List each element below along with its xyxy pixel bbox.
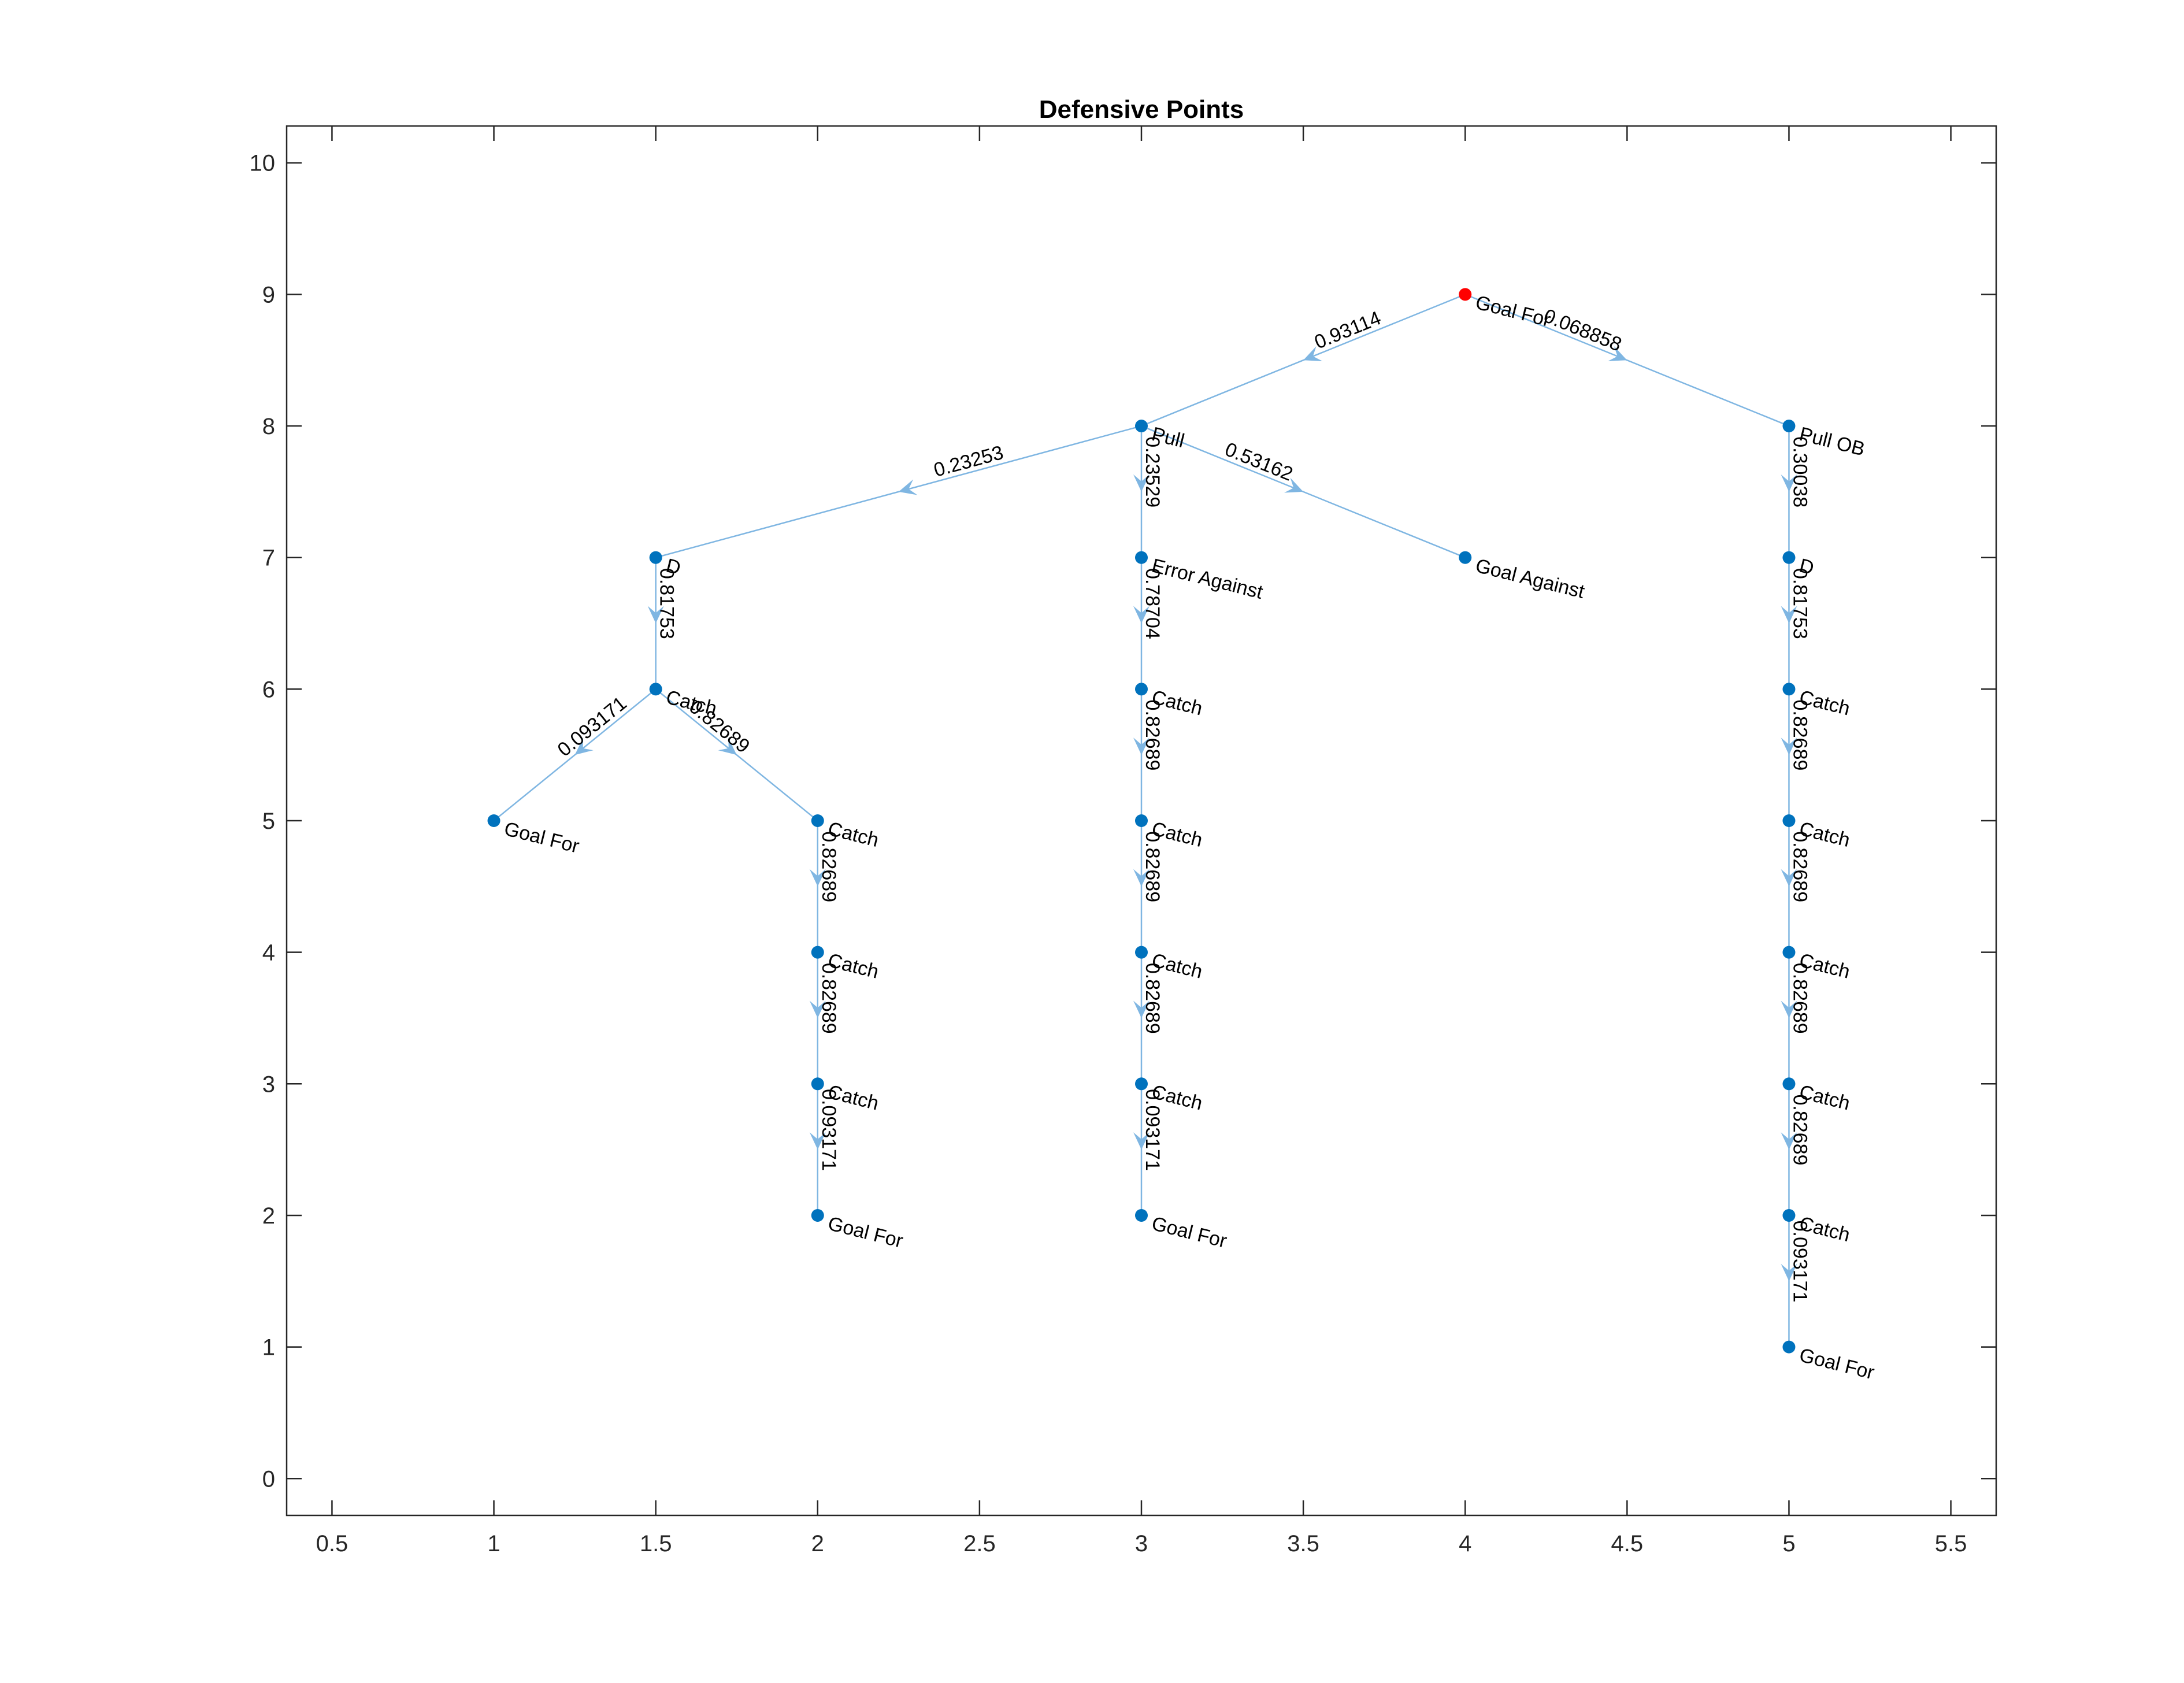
x-tick-label: 2 — [811, 1531, 824, 1556]
x-tick-label: 4 — [1459, 1531, 1471, 1556]
edge-weight-label: 0.82689 — [1141, 831, 1163, 902]
edge-arrow — [1781, 606, 1797, 624]
x-tick-label: 1 — [487, 1531, 500, 1556]
y-tick-label: 1 — [262, 1335, 275, 1361]
edge-arrow — [809, 869, 826, 887]
graph-node — [1782, 946, 1796, 959]
nodes-layer — [487, 288, 1796, 1354]
edge-arrow — [898, 479, 918, 495]
graph-node — [811, 814, 824, 827]
edge-arrow — [647, 606, 664, 624]
y-tick-label: 2 — [262, 1203, 275, 1229]
edge-arrow — [574, 737, 594, 755]
chart-title: Defensive Points — [1039, 95, 1244, 124]
y-tick-label: 8 — [262, 414, 275, 439]
edge-arrow — [1133, 737, 1150, 755]
y-tick-label: 10 — [250, 151, 276, 176]
graph-node — [649, 683, 662, 696]
edge-weight-label: 0.093171 — [818, 1089, 840, 1171]
edge-weight-label: 0.093171 — [1789, 1221, 1811, 1303]
edge-weight-label: 0.82689 — [1789, 700, 1811, 771]
edge-arrow — [1781, 1263, 1797, 1281]
edge — [655, 425, 1142, 558]
graph-node — [1135, 551, 1148, 564]
y-tick-label: 4 — [262, 940, 275, 966]
x-tick-label: 5.5 — [1935, 1531, 1967, 1556]
edge-weight-label: 0.82689 — [818, 831, 840, 902]
x-tick-label: 2.5 — [963, 1531, 996, 1556]
edge — [1464, 294, 1789, 427]
edge-arrow — [1781, 869, 1797, 887]
edge-weight-label: 0.78704 — [1141, 568, 1163, 639]
edge — [1141, 425, 1466, 558]
edge-weight-label: 0.82689 — [1141, 700, 1163, 771]
edge-arrow — [809, 1132, 826, 1150]
edge-arrow — [1133, 869, 1150, 887]
edge-arrow — [1781, 1132, 1797, 1150]
edge-weight-label: 0.81753 — [656, 568, 678, 639]
graph-node — [649, 551, 662, 564]
graph-node — [1459, 551, 1472, 564]
x-tick-label: 4.5 — [1611, 1531, 1644, 1556]
x-tick-label: 3 — [1135, 1531, 1148, 1556]
edge-arrow — [1284, 477, 1304, 493]
root-node — [1459, 288, 1472, 301]
graph-node — [1782, 683, 1796, 696]
graph-node — [1782, 814, 1796, 827]
y-tick-label: 0 — [262, 1466, 275, 1492]
edge-weight-label: 0.82689 — [1789, 1095, 1811, 1166]
axis-ticks: 0.5 1 1.5 2 2.5 3 3.5 4 4.5 5 5.5 0 1 2 3 4 5 6 7 8 9 10 — [250, 126, 1996, 1556]
x-tick-label: 1.5 — [640, 1531, 672, 1556]
graph-node — [1782, 1340, 1796, 1354]
graph-node — [1782, 1077, 1796, 1091]
y-tick-label: 9 — [262, 282, 275, 307]
edge-arrow — [809, 1000, 826, 1018]
x-tick-label: 0.5 — [316, 1531, 348, 1556]
edges-layer — [493, 294, 1797, 1347]
graph-node — [1135, 1209, 1148, 1222]
edge-weight-label: 0.81753 — [1789, 568, 1811, 639]
edge-arrow — [1133, 1000, 1150, 1018]
edge — [1141, 294, 1466, 427]
edge-arrow — [1781, 474, 1797, 492]
edge-weight-label: 0.82689 — [1141, 963, 1163, 1034]
edge-weight-label: 0.30038 — [1789, 436, 1811, 507]
graph-node — [1135, 1077, 1148, 1091]
graph-node — [1135, 683, 1148, 696]
graph-node — [811, 1209, 824, 1222]
edge-weight-label: 0.23529 — [1141, 436, 1163, 507]
edge-arrow — [1133, 1132, 1150, 1150]
edge-arrow — [1608, 346, 1627, 361]
edge-weight-label: 0.82689 — [818, 963, 840, 1034]
edge — [655, 688, 818, 821]
edge-arrow — [1781, 1000, 1797, 1018]
graph-node — [1135, 420, 1148, 433]
edge-arrow — [1781, 737, 1797, 755]
edge-weight-label: 0.82689 — [1789, 831, 1811, 902]
edge-arrow — [1303, 346, 1323, 361]
x-tick-label: 5 — [1782, 1531, 1795, 1556]
graph-node — [487, 814, 500, 827]
y-tick-label: 6 — [262, 677, 275, 702]
graph-node — [1782, 551, 1796, 564]
graph-node — [1135, 946, 1148, 959]
edge — [493, 688, 657, 821]
y-tick-label: 3 — [262, 1072, 275, 1097]
y-tick-label: 7 — [262, 546, 275, 571]
y-tick-label: 5 — [262, 809, 275, 834]
edge-arrow — [718, 737, 737, 755]
edge-weight-label: 0.82689 — [1789, 963, 1811, 1034]
edge-weight-label: 0.093171 — [1141, 1089, 1163, 1171]
graph-node — [1782, 420, 1796, 433]
edge-arrow — [1133, 606, 1150, 624]
graph-node — [811, 1077, 824, 1091]
graph-node — [811, 946, 824, 959]
edge-arrow — [1133, 474, 1150, 492]
graph-node — [1135, 814, 1148, 827]
x-tick-label: 3.5 — [1287, 1531, 1319, 1556]
graph-node — [1782, 1209, 1796, 1222]
